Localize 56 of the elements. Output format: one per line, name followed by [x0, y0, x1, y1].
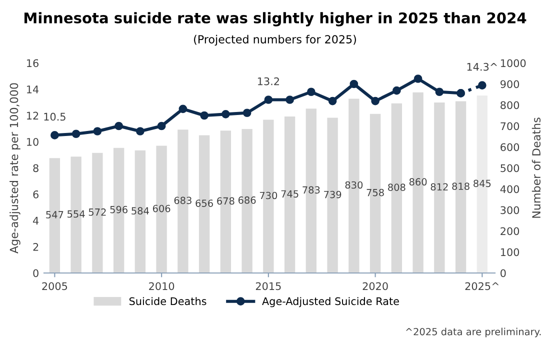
data-label: 845: [474, 180, 491, 188]
x-tick-label: 2005: [42, 282, 68, 290]
y2-tick-label: 100: [501, 248, 520, 256]
data-label: 860: [409, 178, 427, 186]
y-tick-label: 6: [33, 190, 38, 198]
y-tick-label: 10: [27, 138, 38, 146]
data-label: 13.2: [258, 77, 279, 86]
y2-tick-label: 500: [500, 164, 520, 172]
legend-label: Age-Adjusted Suicide Rate: [262, 297, 399, 308]
text: ^2025 data are preliminary.: [406, 328, 541, 338]
y2-tick-label: 1000: [501, 59, 526, 68]
y-tick-label: 12: [27, 112, 38, 120]
chart-title: Minnesota suicide rate was slightly higher in 2025 than 2024: [24, 12, 526, 26]
y-tick-label: 16: [27, 59, 38, 68]
data-label: 808: [388, 184, 406, 191]
data-label: 10.5: [44, 112, 66, 121]
data-label: 547: [46, 211, 64, 218]
y2-tick-label: 700: [500, 122, 520, 130]
data-label: 606: [152, 204, 170, 212]
x-tick-label: 2015: [256, 282, 281, 290]
y-tick-label: 4: [33, 216, 39, 224]
y-tick-label: 14: [27, 86, 39, 94]
y-axis-title: Age-adjusted rate per 100,000: [10, 83, 20, 254]
data-label: 745: [281, 190, 298, 198]
y2-tick-label: 900: [500, 80, 520, 88]
y2-axis-title: Number of Deaths: [532, 118, 541, 218]
data-label: 683: [174, 196, 192, 204]
y2-tick-label: 800: [500, 101, 520, 110]
x-tick-label: 2010: [149, 282, 174, 290]
y-tick-label: 8: [33, 164, 38, 172]
data-label: 554: [68, 210, 85, 218]
y-tick-label: 2: [33, 242, 38, 251]
data-label: 818: [452, 182, 470, 190]
legend-label: Suicide Deaths: [129, 297, 206, 306]
data-label: 656: [196, 200, 213, 207]
chart-subtitle: (Projected numbers for 2025): [194, 34, 356, 46]
y2-tick-label: 200: [500, 227, 520, 236]
data-label: 596: [110, 206, 128, 214]
y2-tick-label: 600: [500, 143, 520, 152]
data-label: 686: [238, 196, 256, 204]
data-label: 758: [366, 188, 384, 196]
x-tick-label: 2025^: [465, 282, 499, 290]
data-label: 783: [302, 186, 320, 194]
data-label: 678: [217, 197, 234, 205]
data-label: 14.3^: [467, 62, 498, 71]
data-label: 584: [132, 207, 149, 214]
data-label: 730: [260, 192, 278, 200]
x-tick-label: 2020: [362, 282, 388, 290]
data-label: 739: [324, 190, 342, 198]
data-label: 812: [430, 183, 448, 191]
y-tick-label: 0: [33, 269, 38, 278]
y2-tick-label: 400: [500, 185, 520, 194]
y2-tick-label: 300: [500, 206, 520, 214]
data-label: 830: [345, 181, 363, 189]
y2-tick-label: 0: [500, 269, 506, 278]
data-label: 572: [88, 208, 106, 216]
